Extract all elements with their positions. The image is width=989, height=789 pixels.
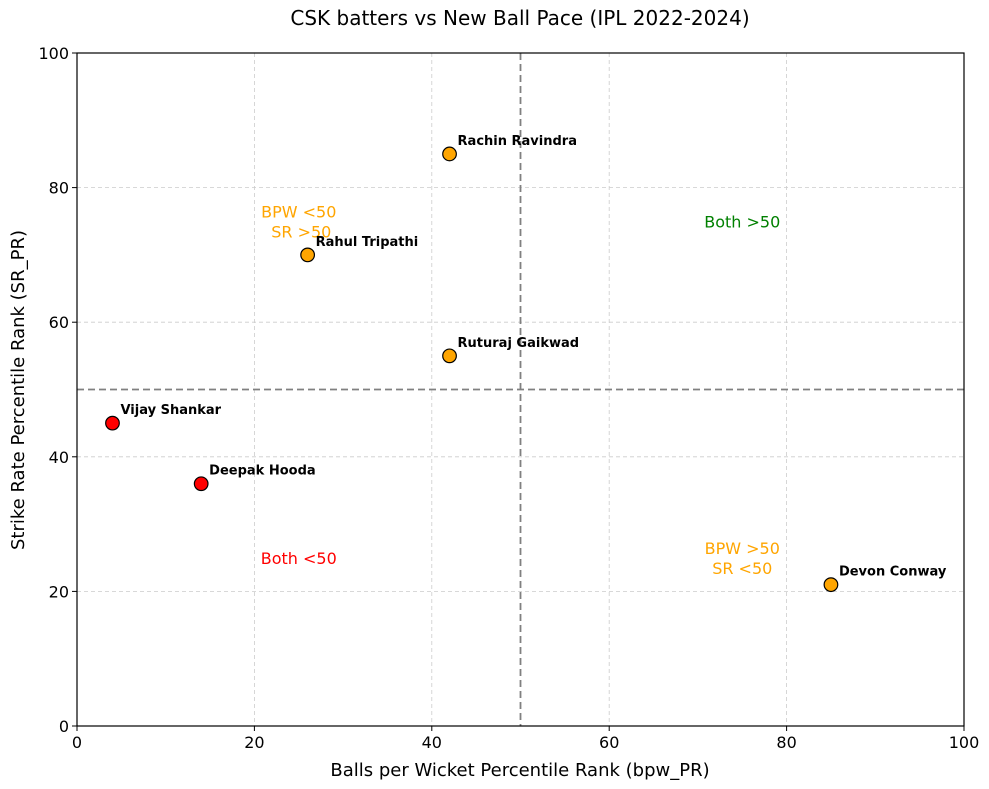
x-tick-label: 80 bbox=[776, 733, 796, 752]
quadrant-label: SR >50 bbox=[266, 222, 331, 241]
y-tick-label: 40 bbox=[49, 448, 69, 467]
data-point bbox=[442, 146, 457, 162]
x-tick-label: 0 bbox=[72, 733, 82, 752]
quadrant-label: BPW <50 bbox=[261, 202, 336, 221]
x-tick-label: 40 bbox=[422, 733, 442, 752]
data-point bbox=[193, 476, 209, 492]
reference-lines bbox=[77, 53, 964, 726]
quadrant-label: Both <50 bbox=[261, 549, 337, 568]
data-point bbox=[105, 415, 120, 431]
point-label: Vijay Shankar bbox=[120, 403, 221, 418]
x-axis-ticks: 0 20 40 60 80 100 bbox=[72, 726, 979, 752]
x-tick-label: 60 bbox=[599, 733, 619, 752]
y-tick-label: 100 bbox=[38, 44, 69, 63]
data-point bbox=[442, 348, 457, 364]
quadrant-label: BPW >50 bbox=[705, 539, 780, 558]
quadrant-label: Both >50 bbox=[704, 212, 780, 231]
point-label: Devon Conway bbox=[839, 565, 947, 580]
y-tick-label: 20 bbox=[49, 582, 69, 601]
plot-frame bbox=[76, 52, 965, 727]
point-label: Deepak Hooda bbox=[209, 464, 316, 479]
point-label: Rachin Ravindra bbox=[458, 134, 577, 149]
y-axis-label: Strike Rate Percentile Rank (SR_PR) bbox=[8, 230, 29, 550]
chart-title: CSK batters vs New Ball Pace (IPL 2022-2… bbox=[290, 6, 749, 30]
x-axis-label: Balls per Wicket Percentile Rank (bpw_PR… bbox=[330, 760, 709, 781]
y-tick-label: 80 bbox=[49, 179, 69, 198]
quadrant-annotations: BPW <50 SR >50 Both >50 Both <50 BPW >50SR … bbox=[261, 202, 781, 578]
y-tick-label: 60 bbox=[49, 313, 69, 332]
data-points: Rachin Ravindra Rahul Tripathi Ruturaj Gai… bbox=[105, 134, 947, 593]
data-point bbox=[300, 247, 316, 263]
x-tick-label: 100 bbox=[949, 733, 980, 752]
y-tick-label: 0 bbox=[59, 717, 69, 736]
point-label: Ruturaj Gaikwad bbox=[458, 336, 580, 351]
y-axis-ticks: 0 20 40 60 80 100 bbox=[38, 44, 77, 736]
data-point bbox=[823, 577, 839, 593]
quadrant-label: SR <50 bbox=[712, 559, 772, 578]
point-label: Rahul Tripathi bbox=[316, 235, 419, 250]
x-tick-label: 20 bbox=[244, 733, 264, 752]
